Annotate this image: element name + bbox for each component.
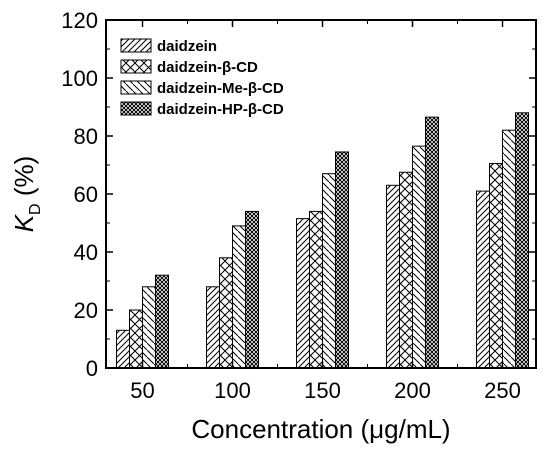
legend-swatch-daidzein-β-CD <box>120 59 152 74</box>
y-tick-label: 40 <box>74 240 98 265</box>
legend-swatch-daidzein-Me-β-CD <box>120 80 152 95</box>
y-tick-label: 120 <box>61 8 98 33</box>
x-tick-label: 100 <box>214 378 251 403</box>
y-tick-label: 20 <box>74 298 98 323</box>
y-tick-label: 0 <box>86 356 98 381</box>
x-tick-label: 200 <box>394 378 431 403</box>
y-tick-label: 100 <box>61 66 98 91</box>
bar-daidzein-Me-β-CD-100 <box>232 225 246 369</box>
bar-daidzein-β-CD-50 <box>129 309 143 369</box>
bar-daidzein-β-CD-150 <box>309 210 323 369</box>
y-axis-title-subscript: D <box>27 203 44 215</box>
y-tick-label: 80 <box>74 124 98 149</box>
x-axis-title: Concentration (μg/mL) <box>191 414 450 444</box>
y-axis-title-main: K <box>9 213 39 232</box>
bar-daidzein-HP-β-CD-100 <box>245 210 259 369</box>
bar-daidzein-HP-β-CD-250 <box>515 112 529 369</box>
x-axis-ticks: 50 100 150 200 250 <box>130 20 521 403</box>
bar-daidzein-200 <box>386 184 400 369</box>
bar-daidzein-β-CD-200 <box>399 171 413 369</box>
bar-daidzein-Me-β-CD-150 <box>322 173 336 369</box>
legend-label-daidzein-Me-β-CD: daidzein-Me-β-CD <box>157 80 284 97</box>
y-tick-label: 60 <box>74 182 98 207</box>
x-tick-label: 250 <box>484 378 521 403</box>
bar-daidzein-β-CD-250 <box>489 163 503 369</box>
legend-label-daidzein: daidzein <box>157 38 217 55</box>
bar-daidzein-250 <box>476 190 490 369</box>
y-axis-title-unit: (%) <box>9 156 39 204</box>
y-axis-ticks: 0 20 40 60 80 100 120 <box>61 8 536 381</box>
bar-daidzein-HP-β-CD-200 <box>425 116 439 369</box>
bars-group <box>116 112 529 369</box>
x-tick-label: 150 <box>304 378 341 403</box>
bar-daidzein-HP-β-CD-150 <box>335 151 349 369</box>
bar-daidzein-Me-β-CD-200 <box>412 145 426 369</box>
bar-daidzein-Me-β-CD-50 <box>142 286 156 369</box>
legend-swatch-daidzein-HP-β-CD <box>120 101 152 116</box>
bar-daidzein-Me-β-CD-250 <box>502 129 516 369</box>
legend-label-daidzein-HP-β-CD: daidzein-HP-β-CD <box>157 101 284 118</box>
bar-daidzein-100 <box>206 286 220 369</box>
legend-swatch-daidzein <box>120 38 152 53</box>
bar-daidzein-150 <box>296 218 310 369</box>
bar-daidzein-50 <box>116 329 130 369</box>
legend: daidzein daidzein-β-CD daidzein-Me-β-CD dai… <box>120 38 284 118</box>
bar-daidzein-β-CD-100 <box>219 257 233 369</box>
y-axis-title: KD (%) <box>9 156 44 233</box>
legend-label-daidzein-β-CD: daidzein-β-CD <box>157 59 258 76</box>
x-tick-label: 50 <box>130 378 154 403</box>
bar-daidzein-HP-β-CD-50 <box>155 274 169 369</box>
